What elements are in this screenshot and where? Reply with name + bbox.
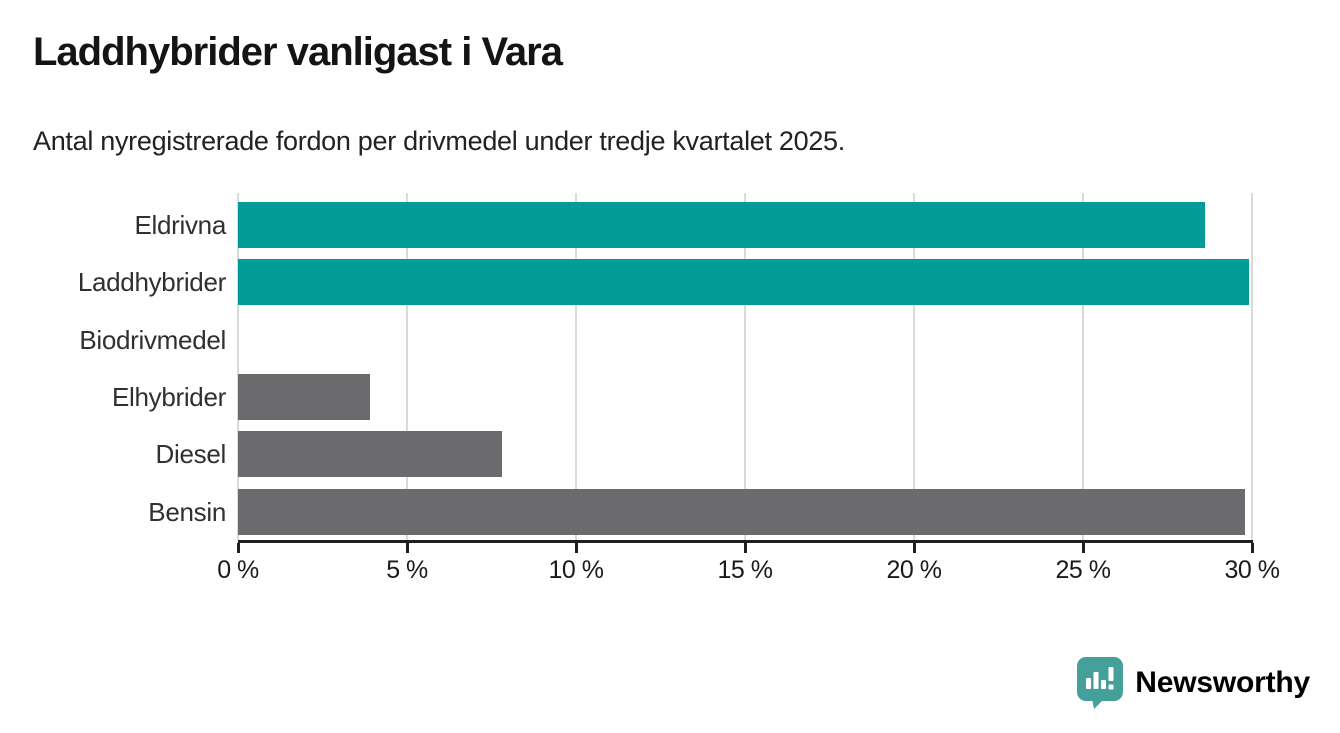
gridline — [1251, 193, 1253, 540]
gridline — [913, 193, 915, 540]
newsworthy-logo-text: Newsworthy — [1135, 666, 1310, 699]
bar-diesel — [238, 431, 502, 478]
chart-title: Laddhybrider vanligast i Vara — [33, 30, 563, 74]
axis-tick — [237, 543, 240, 553]
gridline — [744, 193, 746, 540]
branding: Newsworthy — [1076, 656, 1310, 710]
chart-subtitle: Antal nyregistrerade fordon per drivmede… — [33, 126, 845, 156]
axis-tick — [406, 543, 409, 553]
category-label-elhybrider: Elhybrider — [111, 381, 226, 412]
axis-tick — [913, 543, 916, 553]
axis-tick — [1251, 543, 1254, 553]
category-label-diesel: Diesel — [155, 439, 227, 470]
category-label-biodrivmedel: Biodrivmedel — [79, 324, 226, 355]
bar-elhybrider — [238, 373, 370, 420]
category-label-eldrivna: Eldrivna — [134, 210, 226, 240]
newsworthy-logo-icon — [1077, 657, 1124, 709]
axis-tick — [744, 543, 747, 553]
gridline — [406, 193, 408, 540]
x-tick-label: 15 % — [717, 556, 773, 584]
x-tick-label: 20 % — [886, 556, 942, 584]
gridline — [575, 193, 577, 540]
plot-area — [237, 193, 1253, 540]
category-label-laddhybrider: Laddhybrider — [77, 267, 226, 298]
gridline — [237, 193, 239, 540]
gridline — [1082, 193, 1084, 540]
bar-bensin — [238, 488, 1246, 535]
x-axis-line — [238, 540, 1253, 543]
x-tick-label: 0 % — [217, 556, 259, 584]
x-tick-label: 30 % — [1224, 556, 1280, 584]
axis-tick — [575, 543, 578, 553]
x-tick-label: 10 % — [548, 556, 604, 584]
x-tick-label: 5 % — [386, 556, 428, 584]
axis-tick — [1082, 543, 1085, 553]
bar-eldrivna — [238, 202, 1205, 248]
category-label-bensin: Bensin — [148, 496, 226, 527]
bar-laddhybrider — [238, 259, 1249, 306]
x-tick-label: 25 % — [1055, 556, 1111, 584]
